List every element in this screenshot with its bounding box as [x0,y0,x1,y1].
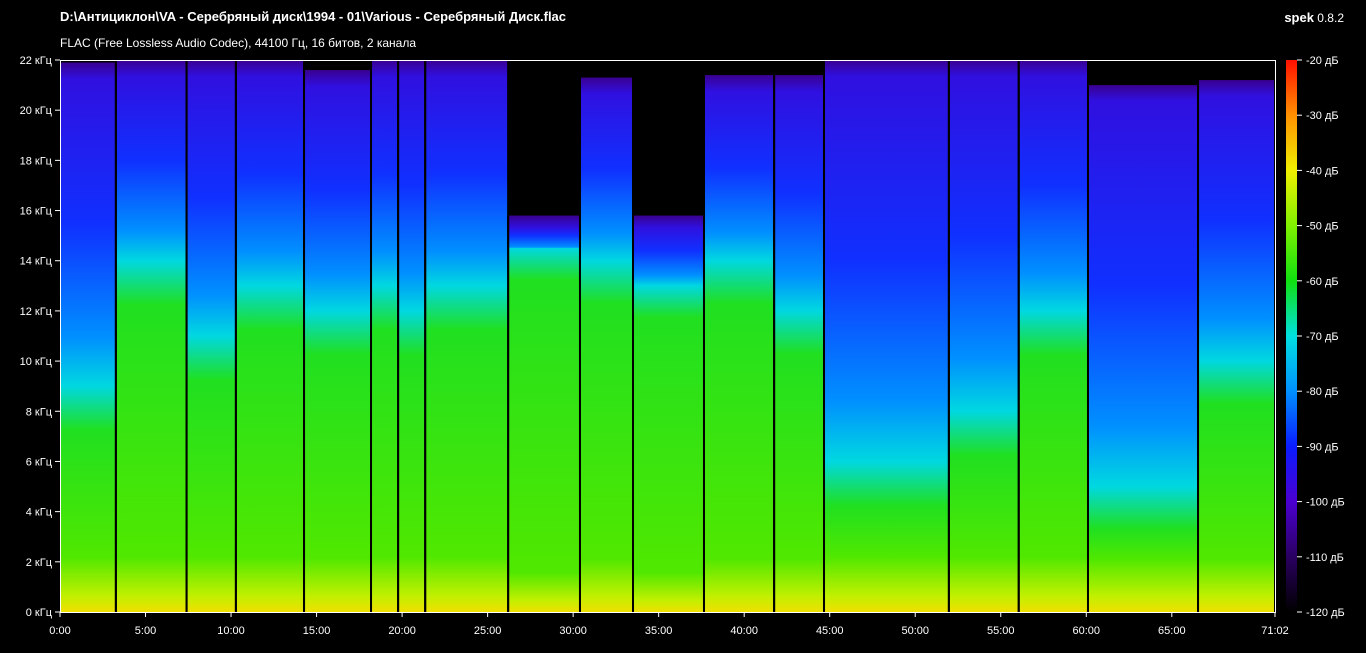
app-brand: spek 0.8.2 [1284,10,1344,25]
track-segment-14 [825,60,948,612]
x-tick-label: 45:00 [816,625,844,637]
track-segment-6 [372,60,398,612]
track-segment-1 [61,62,115,612]
x-tick-label: 15:00 [303,625,331,637]
track-segment-7 [399,60,425,612]
x-tick-label: 30:00 [559,625,587,637]
track-segment-8 [426,60,508,612]
track-segment-17 [1088,85,1198,612]
colorbar [1286,60,1297,612]
colorbar-tick-label: -110 дБ [1306,552,1344,564]
track-segment-15 [949,60,1018,612]
track-segment-5 [305,70,371,612]
plot-frame [60,60,1276,613]
y-tick-label: 8 кГц [26,406,53,418]
y-tick-label: 10 кГц [20,356,53,368]
x-tick-label: 35:00 [645,625,673,637]
y-tick-label: 6 кГц [26,456,53,468]
x-tick-label: 40:00 [730,625,758,637]
x-tick-label: 5:00 [135,625,156,637]
y-tick-label: 0 кГц [26,607,53,619]
track-segment-16 [1019,60,1087,612]
track-segment-13 [775,75,824,612]
x-tick-label: 71:02 [1261,625,1289,637]
y-tick-label: 16 кГц [20,206,53,218]
y-tick-label: 12 кГц [20,306,53,318]
x-tick-label: 0:00 [49,625,70,637]
colorbar-tick-label: -100 дБ [1306,497,1345,509]
x-tick-label: 65:00 [1158,625,1186,637]
y-tick-label: 4 кГц [26,507,53,519]
track-segment-18 [1199,80,1274,612]
x-tick-label: 10:00 [217,625,245,637]
colorbar-tick-label: -30 дБ [1306,110,1339,122]
file-path-title: D:\Антициклон\VA - Серебряный диск\1994 … [60,9,567,24]
x-tick-label: 25:00 [474,625,502,637]
file-info: FLAC (Free Lossless Audio Codec), 44100 … [60,36,416,50]
colorbar-tick-label: -120 дБ [1306,607,1345,619]
colorbar-tick-label: -50 дБ [1306,221,1339,233]
y-tick-label: 14 кГц [20,256,53,268]
y-tick-label: 20 кГц [20,105,53,117]
track-segment-9 [509,215,579,612]
x-tick-label: 55:00 [987,625,1015,637]
track-segment-12 [704,75,774,612]
colorbar-tick-label: -20 дБ [1306,55,1339,67]
track-segment-3 [187,60,235,612]
track-segment-11 [634,215,703,612]
track-segment-4 [236,60,304,612]
y-tick-label: 2 кГц [26,557,53,569]
colorbar-tick-label: -70 дБ [1306,331,1339,343]
x-tick-label: 20:00 [388,625,416,637]
x-tick-label: 60:00 [1073,625,1101,637]
app-version: 0.8.2 [1317,11,1344,25]
app-name: spek [1284,10,1314,25]
colorbar-tick-label: -80 дБ [1306,386,1339,398]
colorbar-tick-label: -40 дБ [1306,165,1339,177]
x-tick-label: 50:00 [901,625,929,637]
colorbar-tick-label: -60 дБ [1306,276,1339,288]
y-tick-label: 22 кГц [20,55,53,67]
track-segment-10 [580,77,633,612]
y-tick-label: 18 кГц [20,155,53,167]
track-segment-2 [116,60,186,612]
colorbar-tick-label: -90 дБ [1306,441,1339,453]
